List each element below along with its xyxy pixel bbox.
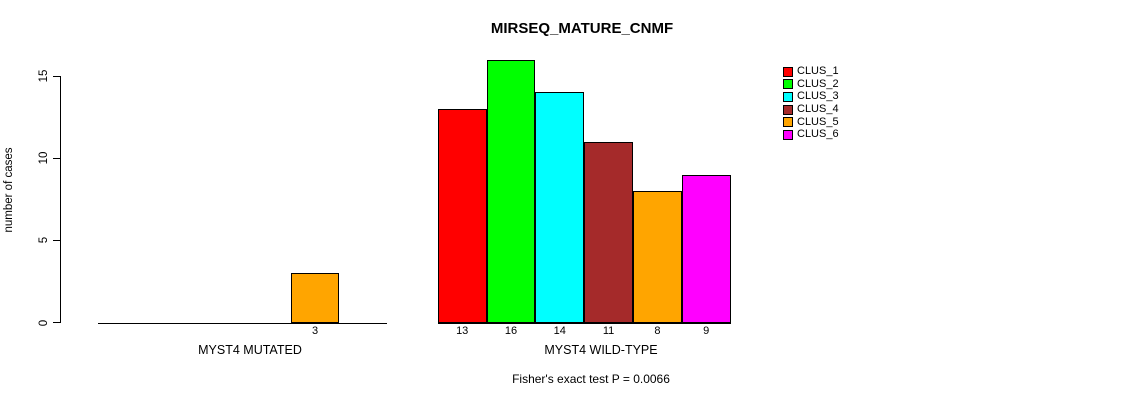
y-tick [52, 322, 60, 323]
bar-value-label: 14 [553, 324, 566, 337]
y-axis-line [59, 76, 61, 324]
bar-clus_1 [437, 108, 487, 324]
bar-value-label: 3 [312, 324, 319, 337]
y-tick-label: 5 [38, 237, 50, 244]
bar-clus_5 [291, 273, 340, 324]
legend-swatch [783, 66, 793, 77]
bar-value-label: 9 [703, 324, 710, 337]
bar-clus_3 [535, 92, 585, 324]
chart-title: MIRSEQ_MATURE_CNMF [490, 20, 674, 37]
y-tick-label: 10 [38, 151, 50, 165]
bar-value-label: 16 [504, 324, 518, 337]
legend-swatch [783, 79, 793, 90]
fisher-test-annotation: Fisher's exact test P = 0.0066 [512, 372, 670, 386]
legend-item: CLUS_6 [783, 129, 839, 141]
y-tick-label: 15 [38, 69, 50, 83]
legend-label: CLUS_2 [797, 77, 839, 90]
group-label: MYST4 MUTATED [198, 343, 302, 357]
legend-swatch [783, 117, 793, 128]
bar-value-label: 11 [602, 324, 615, 337]
bar-clus_2 [486, 59, 536, 324]
legend-item: CLUS_4 [783, 104, 839, 116]
bar-clus_6 [681, 174, 731, 324]
legend-label: CLUS_5 [797, 115, 839, 128]
bar-clus_4 [584, 141, 633, 324]
y-tick [52, 75, 60, 77]
legend-swatch [783, 104, 793, 115]
legend-label: CLUS_4 [797, 103, 839, 115]
legend-label: CLUS_6 [797, 128, 839, 141]
y-tick-label: 0 [38, 319, 50, 326]
legend-label: CLUS_3 [797, 90, 839, 103]
legend-item: CLUS_5 [783, 116, 839, 128]
bar-value-label: 8 [654, 324, 661, 337]
y-tick [52, 157, 60, 159]
legend-swatch [783, 129, 793, 140]
legend-label: CLUS_1 [797, 65, 839, 77]
group-baseline [98, 322, 388, 324]
legend-item: CLUS_1 [783, 66, 839, 78]
group-label: MYST4 WILD-TYPE [544, 343, 658, 357]
legend-item: CLUS_2 [783, 78, 839, 90]
legend-item: CLUS_3 [783, 91, 839, 103]
bar-clus_5 [633, 191, 682, 324]
y-tick [52, 239, 60, 241]
legend-swatch [783, 91, 793, 102]
bar-value-label: 13 [456, 324, 469, 337]
